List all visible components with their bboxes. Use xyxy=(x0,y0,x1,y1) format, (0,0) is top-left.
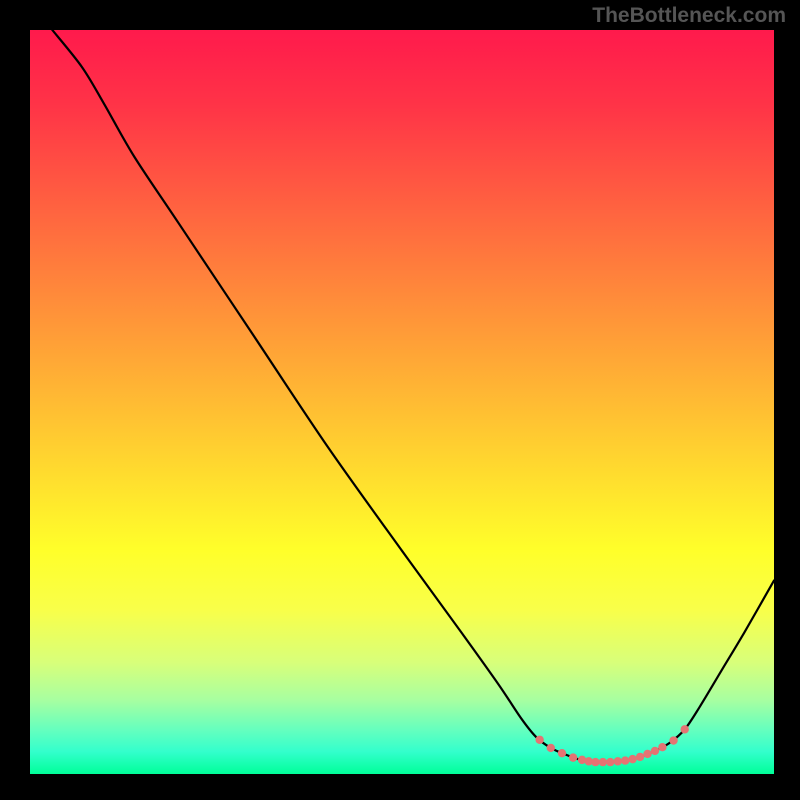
curve-marker xyxy=(651,747,659,755)
curve-marker xyxy=(569,753,577,761)
curve-marker xyxy=(535,736,543,744)
curve-marker xyxy=(669,736,677,744)
curve-marker xyxy=(628,755,636,763)
curve-marker xyxy=(614,757,622,765)
curve-marker xyxy=(658,743,666,751)
curve-marker xyxy=(591,758,599,766)
curve-marker xyxy=(681,725,689,733)
curve-marker xyxy=(636,753,644,761)
chart-background xyxy=(30,30,774,774)
curve-marker xyxy=(599,758,607,766)
chart-svg xyxy=(30,30,774,774)
curve-marker xyxy=(621,756,629,764)
curve-marker xyxy=(558,749,566,757)
watermark-label: TheBottleneck.com xyxy=(592,4,786,28)
chart-plot-area xyxy=(28,28,772,772)
curve-marker xyxy=(606,758,614,766)
curve-marker xyxy=(547,744,555,752)
curve-marker xyxy=(643,750,651,758)
